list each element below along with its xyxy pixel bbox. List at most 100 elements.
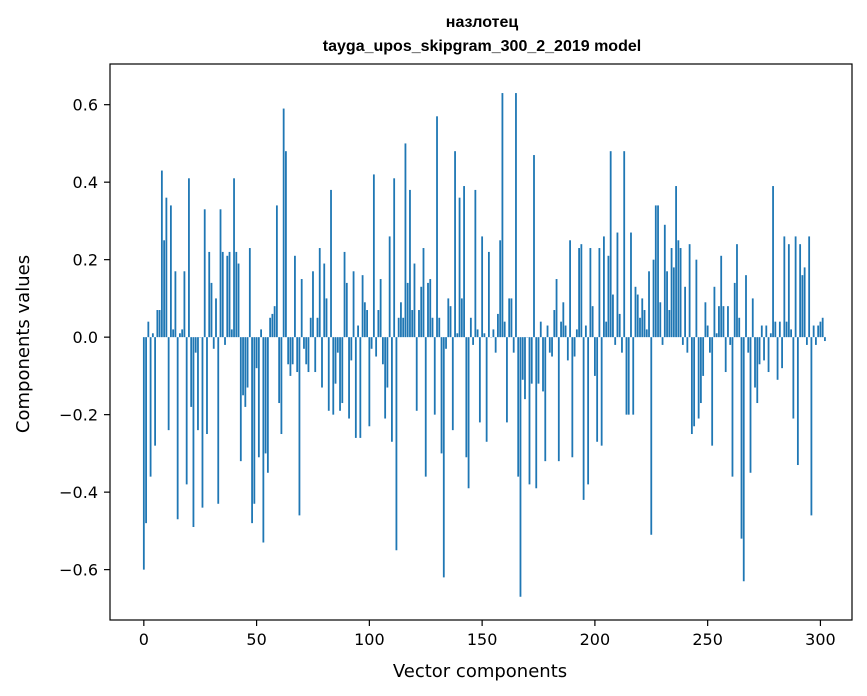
bar-145 [469,317,472,338]
bar-52 [260,329,262,338]
bar-65 [289,337,292,376]
bar-271 [754,337,756,388]
bar-176 [539,321,542,338]
bar-279 [772,186,774,338]
x-tick-label: 100 [354,630,385,649]
bar-284 [783,236,786,338]
bar-142 [463,186,465,338]
bar-174 [535,337,538,489]
bar-233 [668,310,671,338]
bar-175 [537,337,540,384]
bar-157 [497,313,499,338]
bar-216 [630,232,632,338]
y-tick-label: −0.4 [59,483,98,502]
bar-101 [370,337,373,349]
bar-212 [621,337,623,353]
plot-frame [109,63,853,621]
bar-296 [810,337,813,516]
bar-222 [643,310,646,338]
bar-195 [582,337,585,500]
x-tick-label: 150 [467,630,498,649]
bar-217 [632,337,635,415]
bar-113 [397,317,400,338]
bar-90 [345,282,348,338]
bar-108 [386,337,389,388]
bar-168 [521,337,524,380]
bar-42 [237,263,240,338]
bar-87 [339,337,341,411]
bar-156 [494,337,497,353]
bar-55 [266,337,269,473]
bar-56 [269,317,272,338]
bar-34 [219,209,222,338]
bar-232 [666,271,668,338]
bar-31 [212,337,215,349]
bar-231 [663,224,666,338]
bar-179 [546,325,549,338]
bar-193 [578,248,580,338]
bar-36 [224,337,226,345]
bar-3 [149,337,152,477]
bar-282 [778,321,781,338]
bar-276 [765,325,768,338]
bar-262 [733,282,736,338]
x-tick-label: 300 [805,630,836,649]
bar-45 [244,337,247,407]
bar-209 [614,337,617,345]
bar-203 [600,337,603,446]
bar-241 [686,337,689,353]
bar-57 [271,313,274,338]
bar-130 [436,116,438,338]
bar-140 [458,197,461,338]
bar-281 [776,337,779,380]
bar-93 [352,271,355,338]
bar-256 [720,255,723,338]
bar-221 [641,298,644,338]
bar-78 [318,248,321,338]
bar-11 [167,337,170,431]
bar-198 [589,248,592,338]
bar-192 [575,329,578,338]
bar-223 [645,329,648,338]
bar-76 [314,337,317,373]
bar-287 [790,329,792,338]
bar-254 [715,333,718,338]
bar-133 [442,337,445,578]
bar-158 [499,240,502,338]
bar-229 [659,302,662,338]
bar-73 [307,337,310,373]
bar-74 [309,317,312,338]
bar-38 [228,251,231,338]
bar-109 [388,236,391,338]
bar-260 [729,337,732,345]
bar-268 [747,337,750,353]
bar-236 [675,186,677,338]
bar-64 [287,337,290,365]
bar-204 [603,236,605,338]
bar-149 [478,337,481,423]
bar-248 [702,337,705,376]
bar-105 [379,279,382,338]
bar-219 [636,294,639,338]
bar-191 [573,337,576,357]
bar-218 [634,286,637,338]
bar-49 [253,337,256,504]
bar-246 [697,337,700,419]
bar-53 [262,337,265,543]
bar-1 [145,337,147,524]
bar-239 [681,337,684,345]
bar-30 [210,282,213,338]
chart-subtitle: tayga_upos_skipgram_300_2_2019 model [323,38,641,55]
bar-190 [571,337,574,458]
bar-111 [393,178,396,338]
bar-235 [672,267,675,338]
bar-243 [690,337,693,435]
bar-263 [736,244,738,338]
bar-187 [564,325,567,338]
bar-293 [803,267,806,338]
bar-8 [160,170,163,338]
bar-159 [501,93,504,338]
bar-206 [607,255,610,338]
bar-89 [343,251,346,338]
bar-10 [165,197,168,338]
